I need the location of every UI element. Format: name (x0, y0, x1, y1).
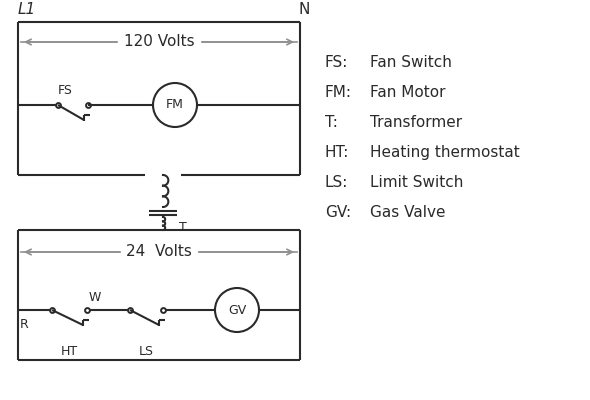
Text: N: N (298, 2, 309, 17)
Text: R: R (20, 318, 29, 331)
Text: Heating thermostat: Heating thermostat (370, 145, 520, 160)
Text: FS: FS (58, 84, 73, 97)
Text: Limit Switch: Limit Switch (370, 175, 463, 190)
Text: T: T (179, 221, 187, 234)
Text: 24  Volts: 24 Volts (126, 244, 192, 260)
Text: Fan Switch: Fan Switch (370, 55, 452, 70)
Text: HT: HT (61, 345, 78, 358)
Text: FS:: FS: (325, 55, 348, 70)
Text: 120 Volts: 120 Volts (124, 34, 194, 50)
Text: L1: L1 (18, 2, 36, 17)
Text: Transformer: Transformer (370, 115, 462, 130)
Text: Gas Valve: Gas Valve (370, 205, 445, 220)
Text: LS:: LS: (325, 175, 348, 190)
Text: W: W (89, 291, 101, 304)
Text: Fan Motor: Fan Motor (370, 85, 445, 100)
Text: T:: T: (325, 115, 338, 130)
Text: FM: FM (166, 98, 184, 112)
Text: LS: LS (139, 345, 154, 358)
Text: HT:: HT: (325, 145, 349, 160)
Text: FM:: FM: (325, 85, 352, 100)
Text: GV:: GV: (325, 205, 351, 220)
Text: GV: GV (228, 304, 246, 316)
